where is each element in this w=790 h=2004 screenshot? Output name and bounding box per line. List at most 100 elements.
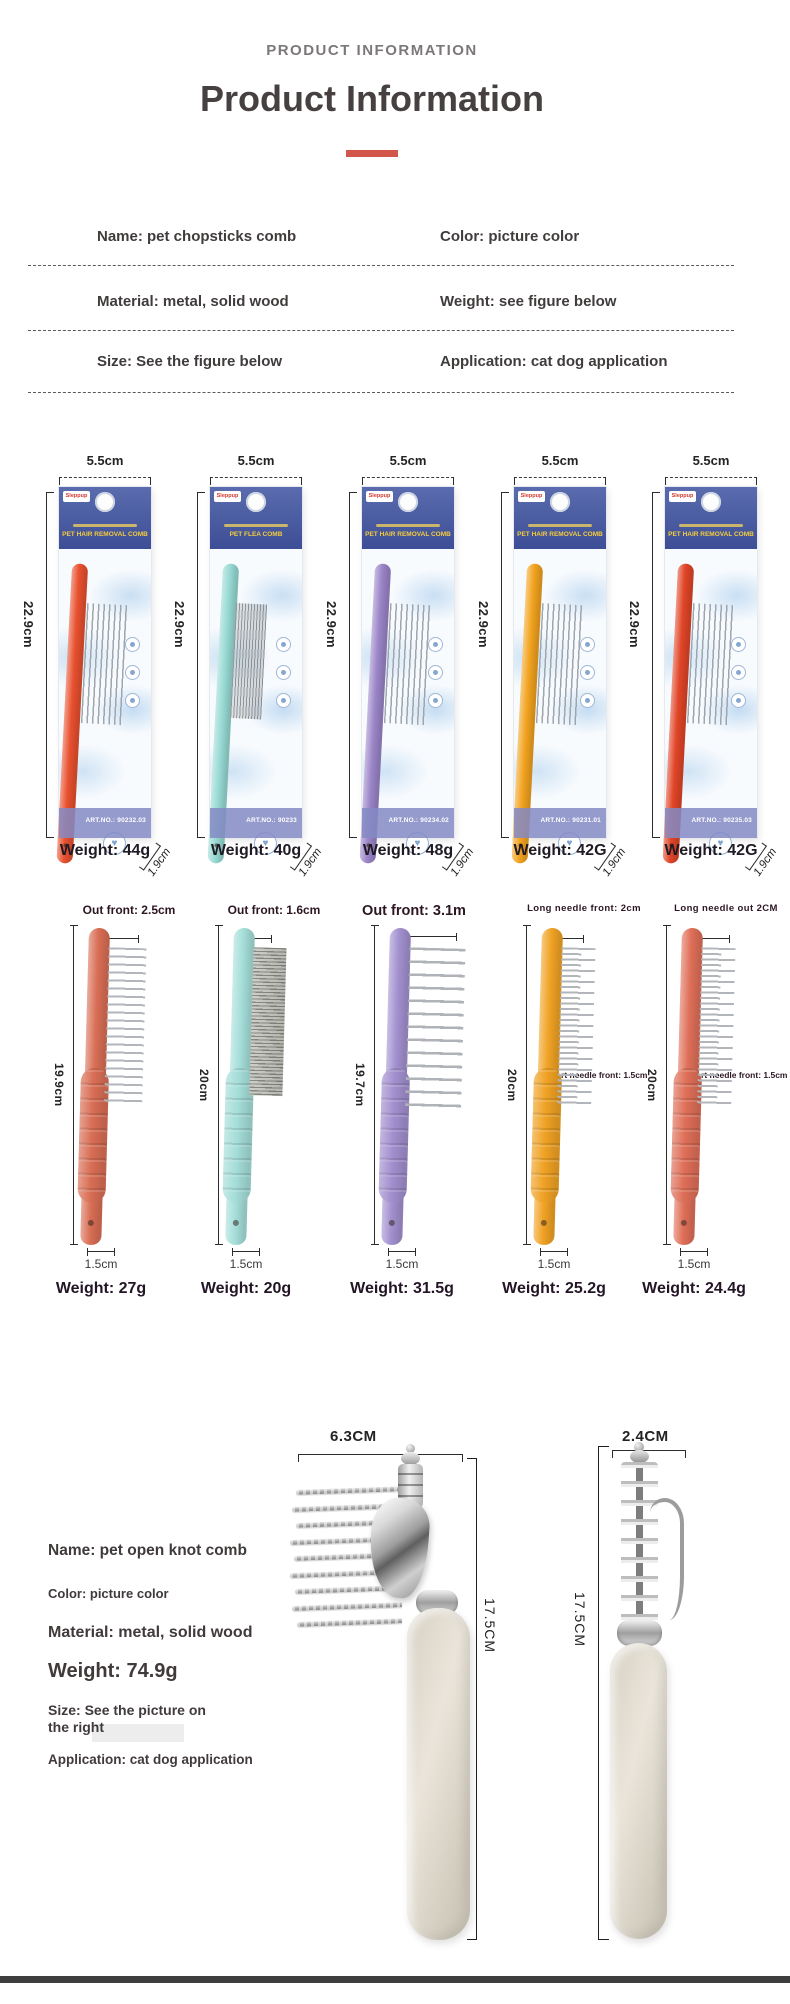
height-bracket bbox=[46, 492, 54, 838]
width-dimension-label: 5.5cm bbox=[86, 453, 124, 468]
knot-spec-color: Color: picture color bbox=[48, 1586, 169, 1601]
width-dimension-label: 5.5cm bbox=[692, 453, 730, 468]
chrome-guard bbox=[366, 1496, 432, 1600]
height-dimension-label: 17.5CM bbox=[482, 1598, 498, 1654]
packaged-comb-3: 5.5cm 22.9cm Sleppup PET HAIR REMOVAL CO… bbox=[324, 450, 476, 880]
card-product-name: PET HAIR REMOVAL COMB bbox=[668, 531, 754, 538]
packaged-comb-4: 5.5cm 22.9cm Sleppup PET HAIR REMOVAL CO… bbox=[476, 450, 628, 880]
feature-icons bbox=[428, 637, 443, 721]
comb-pins bbox=[535, 603, 586, 726]
width-bracket bbox=[665, 477, 757, 485]
comb-pins bbox=[404, 947, 466, 1111]
art-number: ART.NO.: 90231.01 bbox=[540, 817, 601, 824]
hang-hole bbox=[550, 492, 570, 512]
pin-length-label: Long needle out 2CM bbox=[674, 903, 778, 914]
spec-material: Material: metal, solid wood bbox=[97, 293, 289, 310]
pin-length-bracket bbox=[403, 933, 457, 941]
divider bbox=[28, 392, 734, 393]
height-dimension-label: 20cm bbox=[645, 1068, 659, 1102]
hook-wire bbox=[650, 1498, 684, 1620]
knot-spec-size: Size: See the picture on the right bbox=[48, 1702, 206, 1735]
blister-card: Sleppup PET HAIR REMOVAL COMB bbox=[56, 487, 151, 864]
feature-dot-icon bbox=[580, 693, 595, 708]
top-knob bbox=[634, 1442, 644, 1452]
hang-hole bbox=[95, 492, 115, 512]
spec-weight: Weight: see figure below bbox=[440, 293, 617, 310]
height-dimension-label: 22.9cm bbox=[21, 601, 36, 649]
width-bracket bbox=[232, 1248, 260, 1256]
divider bbox=[28, 265, 734, 266]
weight-label: Weight: 42G bbox=[664, 842, 758, 859]
card-footer: ART.NO.: 90232.03 bbox=[59, 808, 151, 838]
short-pin-label: Short needle front: 1.5cm bbox=[545, 1070, 648, 1080]
weight-label: Weight: 48g bbox=[362, 842, 454, 859]
width-dimension-label: 2.4CM bbox=[622, 1428, 669, 1445]
weight-label: Weight: 27g bbox=[55, 1280, 147, 1297]
blister-card: Sleppup PET HAIR REMOVAL COMB bbox=[359, 487, 454, 864]
spec-size: Size: See the figure below bbox=[97, 353, 283, 370]
card-body: ♥ bbox=[359, 549, 454, 864]
section-divider-bar bbox=[0, 1976, 790, 1983]
feature-dot-icon bbox=[580, 637, 595, 652]
width-bracket bbox=[210, 477, 302, 485]
width-bracket bbox=[362, 477, 454, 485]
art-number: ART.NO.: 90234.02 bbox=[388, 817, 449, 824]
packaged-comb-2: 5.5cm 22.9cm Sleppup PET FLEA COMB bbox=[172, 450, 324, 880]
feature-dot-icon bbox=[125, 665, 140, 680]
brand-logo: Sleppup bbox=[214, 491, 241, 502]
card-body: ♥ bbox=[56, 549, 151, 864]
weight-label: Weight: 31.5g bbox=[350, 1280, 454, 1297]
height-bracket bbox=[197, 492, 205, 838]
knot-spec-weight: Weight: 74.9g bbox=[48, 1660, 178, 1682]
header-tagline-bar bbox=[528, 524, 592, 527]
feature-dot-icon bbox=[428, 637, 443, 652]
width-dimension-label: 6.3CM bbox=[330, 1428, 377, 1445]
comb-pins bbox=[383, 603, 434, 726]
feature-dot-icon bbox=[731, 693, 746, 708]
art-number: ART.NO.: 90235.03 bbox=[691, 817, 752, 824]
top-cap bbox=[401, 1452, 420, 1465]
card-product-name: PET HAIR REMOVAL COMB bbox=[365, 531, 451, 538]
card-footer: ART.NO.: 90231.01 bbox=[514, 808, 606, 838]
art-number: ART.NO.: 90232.03 bbox=[85, 817, 146, 824]
feature-dot-icon bbox=[276, 637, 291, 652]
header-tagline-bar bbox=[376, 524, 440, 527]
brand-logo: Sleppup bbox=[518, 491, 545, 502]
height-bracket bbox=[663, 925, 671, 1245]
height-bracket bbox=[523, 925, 531, 1245]
card-header: Sleppup PET HAIR REMOVAL COMB bbox=[665, 487, 757, 549]
feature-dot-icon bbox=[731, 665, 746, 680]
blister-card: Sleppup PET HAIR REMOVAL COMB bbox=[511, 487, 606, 864]
hang-hole bbox=[246, 492, 266, 512]
weight-label: Weight: 20g bbox=[200, 1280, 292, 1297]
width-bracket bbox=[87, 1248, 115, 1256]
card-product-name: PET HAIR REMOVAL COMB bbox=[62, 531, 148, 538]
height-bracket bbox=[70, 925, 78, 1245]
spec-name: Name: pet chopsticks comb bbox=[97, 228, 297, 245]
comb-pins bbox=[557, 947, 596, 1106]
width-bracket bbox=[388, 1248, 416, 1256]
height-bracket bbox=[349, 492, 357, 838]
card-footer: ART.NO.: 90233 bbox=[210, 808, 302, 838]
weight-label: Weight: 25.2g bbox=[502, 1280, 606, 1297]
feature-dot-icon bbox=[731, 637, 746, 652]
knot-spec-application: Application: cat dog application bbox=[48, 1752, 253, 1767]
tool-handle bbox=[407, 1608, 470, 1940]
height-dimension-label: 22.9cm bbox=[324, 601, 339, 649]
height-dimension-label: 22.9cm bbox=[476, 601, 491, 649]
feature-icons bbox=[125, 637, 140, 721]
card-product-name: PET HAIR REMOVAL COMB bbox=[517, 531, 603, 538]
knot-spec-material: Material: metal, solid wood bbox=[48, 1624, 253, 1641]
height-bracket bbox=[652, 492, 660, 838]
knot-spec-name: Name: pet open knot comb bbox=[48, 1542, 247, 1559]
card-header: Sleppup PET FLEA COMB bbox=[210, 487, 302, 549]
spec-application: Application: cat dog application bbox=[440, 353, 668, 370]
width-dimension-label: 5.5cm bbox=[237, 453, 275, 468]
tool-handle bbox=[610, 1643, 667, 1939]
divider bbox=[28, 330, 734, 331]
height-dimension-label: 20cm bbox=[197, 1068, 211, 1102]
serrated-blade bbox=[291, 1602, 403, 1611]
comb-photo bbox=[378, 900, 466, 1260]
brand-logo: Sleppup bbox=[669, 491, 696, 502]
